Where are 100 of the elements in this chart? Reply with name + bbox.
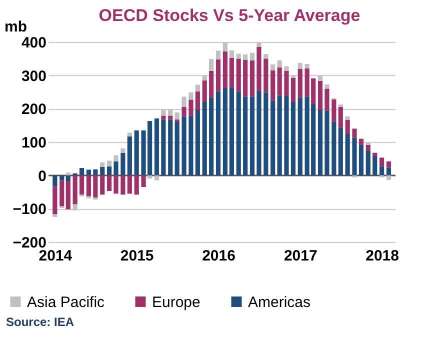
bar [154, 175, 160, 180]
y-tick-label: 100 [21, 134, 46, 152]
bar [298, 69, 302, 98]
bar [107, 175, 112, 191]
bar [222, 42, 228, 52]
bar [127, 132, 132, 136]
bar [127, 175, 132, 194]
bar [216, 50, 221, 60]
x-tick-label: 2017 [284, 248, 318, 264]
bar [298, 63, 302, 69]
bar [134, 175, 139, 195]
bar [338, 128, 343, 176]
bar [264, 58, 268, 92]
bar [290, 78, 296, 102]
bar [127, 136, 132, 176]
legend-label: Asia Pacific [27, 294, 106, 311]
legend-label: Europe [152, 294, 200, 311]
bar [114, 161, 118, 176]
bar [386, 175, 392, 180]
bar [100, 162, 105, 167]
bar [236, 54, 241, 59]
bar [202, 102, 207, 176]
bar [161, 120, 166, 176]
bar [284, 96, 289, 176]
bar [222, 88, 228, 176]
bar [182, 107, 186, 116]
bar [174, 112, 180, 120]
bar [93, 175, 98, 198]
bar [372, 156, 378, 176]
bar [372, 153, 378, 156]
bar [120, 175, 126, 195]
bar [366, 145, 370, 151]
bar [161, 109, 166, 116]
bar [243, 96, 248, 176]
bar [277, 95, 282, 176]
bar [338, 107, 343, 128]
bar [386, 168, 392, 176]
bar [332, 121, 336, 176]
bar [229, 58, 234, 88]
bar [188, 100, 194, 116]
bar [324, 110, 330, 176]
bar [168, 109, 173, 116]
bar [318, 81, 323, 110]
bar [222, 51, 228, 88]
bar [195, 110, 200, 176]
bar [141, 175, 146, 187]
x-tick-label: 2015 [120, 248, 154, 264]
bar [229, 50, 234, 58]
bar [324, 84, 330, 89]
bar [168, 120, 173, 176]
bar [195, 91, 200, 110]
bar [66, 175, 70, 181]
bar [114, 175, 118, 194]
bar [60, 175, 64, 180]
bar [202, 76, 207, 80]
bar [93, 169, 98, 176]
bar [52, 175, 58, 186]
bar [256, 90, 262, 176]
y-tick-label: 200 [21, 101, 46, 118]
bar [174, 122, 180, 176]
bar [120, 148, 126, 153]
bar [60, 180, 64, 206]
bar [386, 161, 392, 168]
x-tick-label: 2018 [366, 248, 399, 264]
bar [352, 138, 357, 176]
bar [86, 175, 92, 196]
bar [236, 91, 241, 176]
bar [202, 80, 207, 102]
bar [195, 84, 200, 92]
bar [168, 116, 173, 120]
bar [345, 116, 350, 120]
y-tick-label: −100 [12, 201, 46, 218]
bar [161, 116, 166, 120]
bar [243, 60, 248, 96]
bar [243, 54, 248, 60]
bar [216, 91, 221, 176]
bar [298, 97, 302, 176]
bar [107, 160, 112, 166]
bar [318, 76, 323, 81]
bar [174, 119, 180, 122]
bar [264, 54, 268, 59]
bar [209, 97, 214, 176]
bar [352, 128, 357, 138]
bar [86, 170, 92, 176]
y-tick-label: 300 [21, 68, 46, 85]
bar [229, 88, 234, 176]
legend-label: Americas [248, 294, 311, 311]
bar [114, 155, 118, 162]
bar [209, 59, 214, 71]
bar [277, 60, 282, 68]
bar [270, 64, 276, 70]
bar [366, 151, 370, 176]
bar [345, 120, 350, 134]
bar [100, 175, 105, 195]
bar [358, 139, 364, 144]
bar [72, 175, 78, 204]
x-tick-label: 2016 [202, 248, 236, 264]
bar [270, 100, 276, 176]
bar [277, 67, 282, 96]
bar [332, 99, 336, 122]
